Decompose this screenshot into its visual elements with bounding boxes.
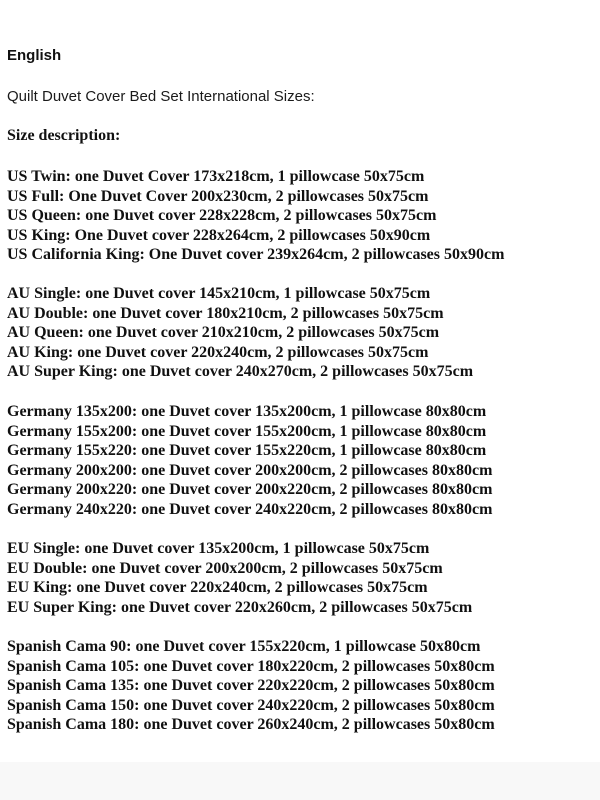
- size-line: Spanish Cama 180: one Duvet cover 260x24…: [7, 716, 495, 734]
- size-group-germany: Germany 135x200: one Duvet cover 135x200…: [7, 402, 492, 520]
- size-line: EU King: one Duvet cover 220x240cm, 2 pi…: [7, 579, 428, 597]
- size-line: Spanish Cama 150: one Duvet cover 240x22…: [7, 696, 495, 714]
- size-line: US Queen: one Duvet cover 228x228cm, 2 p…: [7, 207, 437, 225]
- page-subtitle: Quilt Duvet Cover Bed Set International …: [7, 88, 315, 105]
- size-line: US King: One Duvet cover 228x264cm, 2 pi…: [7, 226, 431, 244]
- size-line: EU Double: one Duvet cover 200x200cm, 2 …: [7, 559, 443, 577]
- size-line: Germany 155x200: one Duvet cover 155x200…: [7, 422, 487, 440]
- size-line: EU Single: one Duvet cover 135x200cm, 1 …: [7, 540, 430, 557]
- size-line: US Full: One Duvet Cover 200x230cm, 2 pi…: [7, 187, 429, 205]
- size-line: Germany 240x220: one Duvet cover 240x220…: [7, 500, 493, 518]
- size-group-eu: EU Single: one Duvet cover 135x200cm, 1 …: [7, 539, 472, 617]
- size-line: Germany 200x200: one Duvet cover 200x200…: [7, 461, 493, 479]
- size-line: Germany 135x200: one Duvet cover 135x200…: [7, 403, 487, 420]
- size-line: AU Double: one Duvet cover 180x210cm, 2 …: [7, 304, 444, 322]
- size-line: US California King: One Duvet cover 239x…: [7, 246, 505, 264]
- size-line: US Twin: one Duvet Cover 173x218cm, 1 pi…: [7, 168, 425, 185]
- size-group-us: US Twin: one Duvet Cover 173x218cm, 1 pi…: [7, 167, 504, 265]
- size-group-au: AU Single: one Duvet cover 145x210cm, 1 …: [7, 284, 473, 382]
- size-line: EU Super King: one Duvet cover 220x260cm…: [7, 598, 473, 616]
- size-line: Germany 200x220: one Duvet cover 200x220…: [7, 481, 493, 499]
- size-line: AU Queen: one Duvet cover 210x210cm, 2 p…: [7, 324, 440, 342]
- size-line: AU King: one Duvet cover 220x240cm, 2 pi…: [7, 343, 429, 361]
- size-description-label: Size description:: [7, 127, 121, 144]
- size-group-spanish: Spanish Cama 90: one Duvet cover 155x220…: [7, 637, 495, 735]
- language-heading: English: [7, 47, 62, 64]
- size-line: AU Single: one Duvet cover 145x210cm, 1 …: [7, 285, 431, 302]
- size-line: Spanish Cama 90: one Duvet cover 155x220…: [7, 638, 481, 655]
- size-line: Germany 155x220: one Duvet cover 155x220…: [7, 442, 487, 460]
- size-line: AU Super King: one Duvet cover 240x270cm…: [7, 363, 474, 381]
- size-line: Spanish Cama 135: one Duvet cover 220x22…: [7, 677, 495, 695]
- size-line: Spanish Cama 105: one Duvet cover 180x22…: [7, 657, 495, 675]
- footer-band: [0, 762, 600, 800]
